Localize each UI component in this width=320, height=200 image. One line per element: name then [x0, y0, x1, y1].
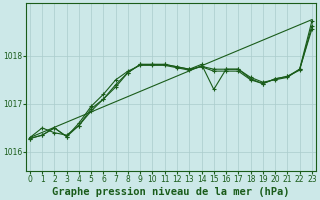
X-axis label: Graphe pression niveau de la mer (hPa): Graphe pression niveau de la mer (hPa)	[52, 187, 290, 197]
